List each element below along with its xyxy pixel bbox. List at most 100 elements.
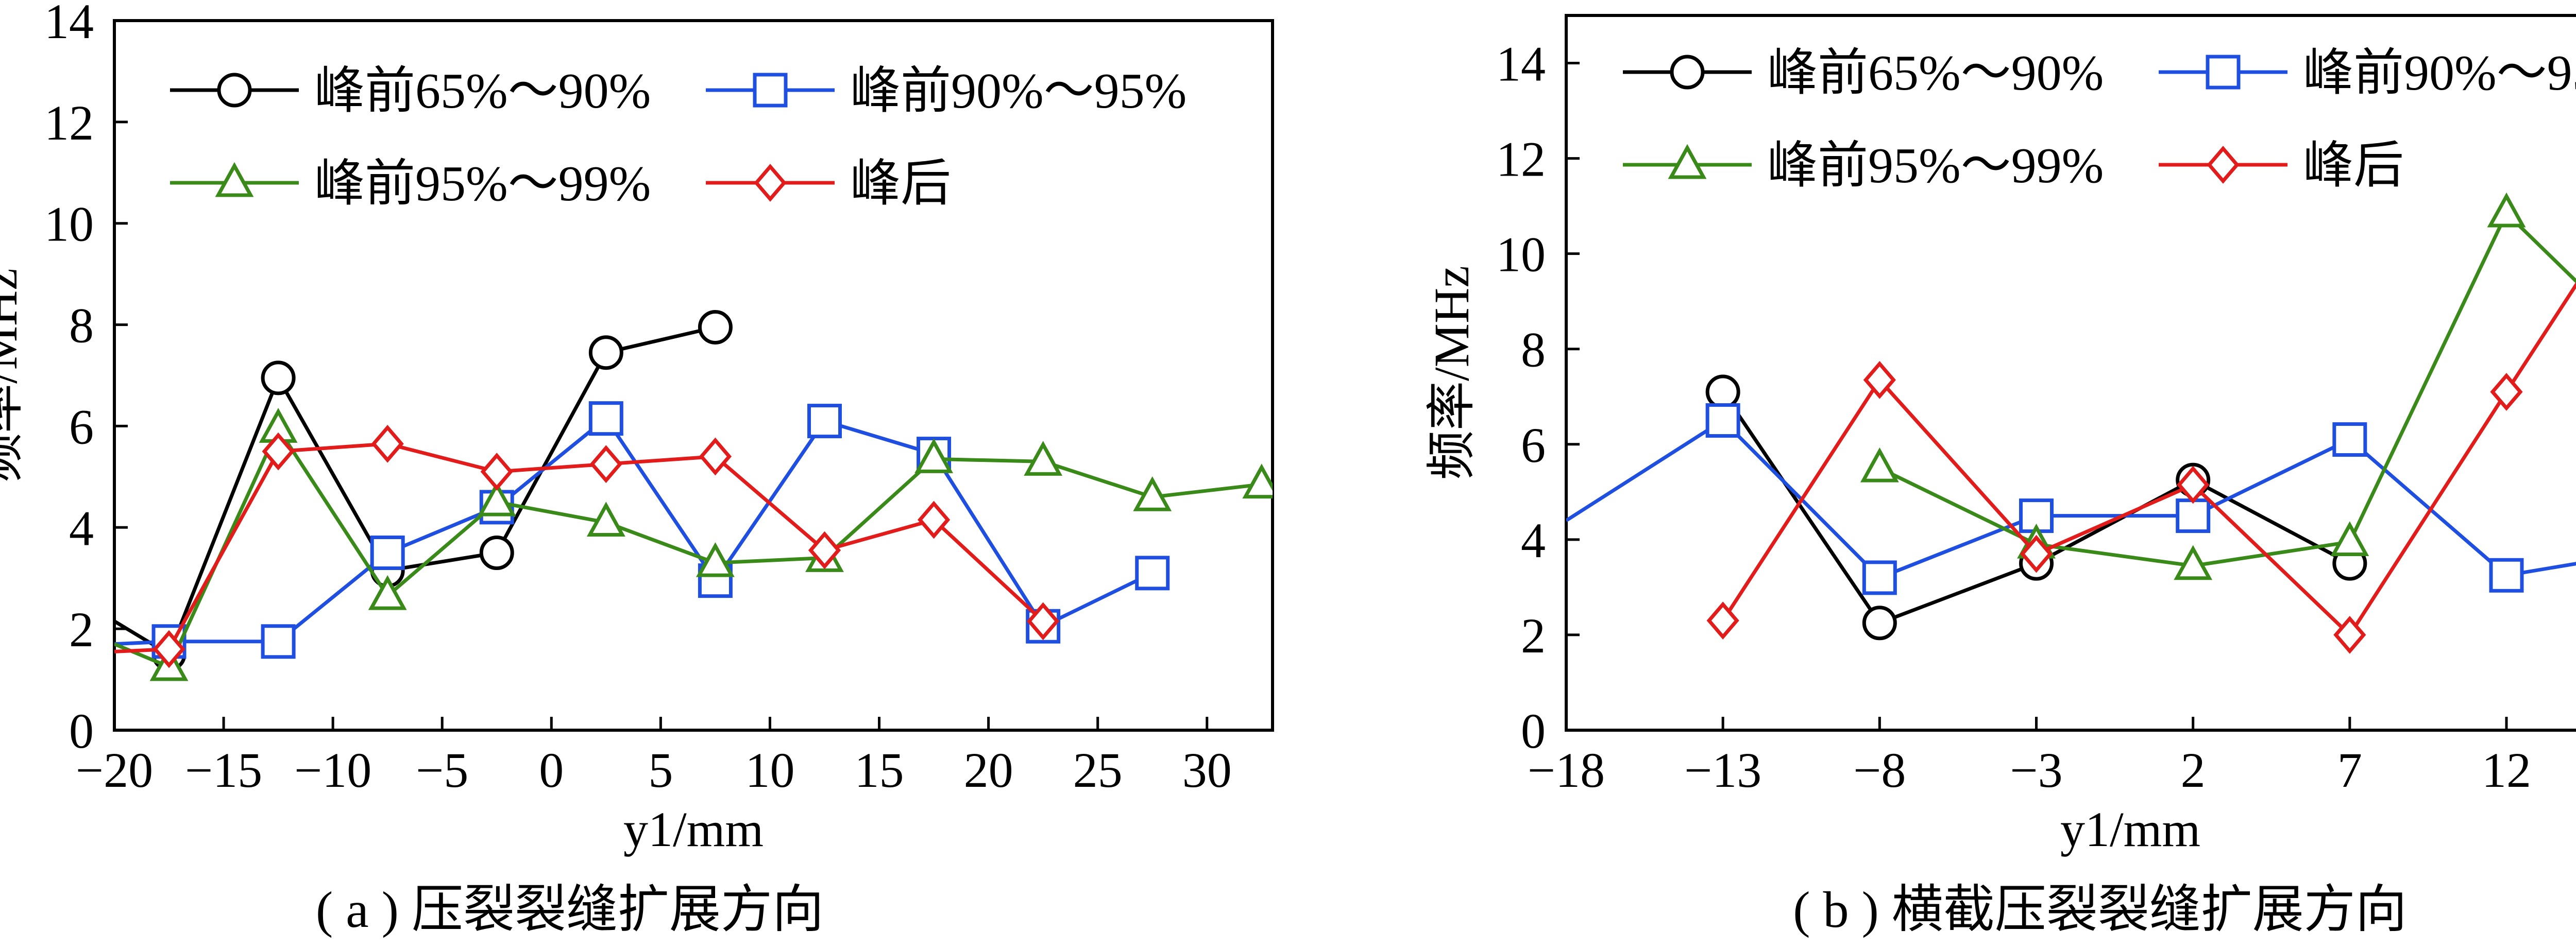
chart-a-series-3-point (696, 542, 735, 577)
chart-b-series-2-point (2489, 558, 2524, 593)
chart-a-y-axis-label: 频率/MHz (0, 268, 27, 482)
chart-a-x-tick-label: −20 (76, 743, 153, 798)
chart-b-series-4-point (2490, 373, 2523, 411)
chart-b-series-line-4 (1721, 282, 2576, 637)
chart-b-series-2-point (1705, 403, 1740, 438)
chart-a-series-3-point (1242, 463, 1273, 499)
chart-a-y-tick-label: 0 (69, 703, 94, 759)
chart-a-legend-label: 峰前95%～99% (314, 156, 651, 212)
chart-b-caption: ( b ) 横截压裂裂缝扩展方向 (1793, 881, 2407, 938)
chart-a-y-tick-label: 14 (44, 0, 94, 49)
chart-b-series-3-point (1860, 447, 1899, 482)
chart-a-legend-label: 峰前65%～90% (314, 63, 651, 119)
chart-b-series-4-point (2333, 616, 2366, 654)
chart-b-series-4-point (2177, 466, 2210, 504)
chart-b-y-tick-label: 12 (1496, 132, 1546, 187)
chart-b-y-tick-label: 4 (1521, 513, 1546, 568)
chart-b-legend-label: 峰前65%～90% (1767, 45, 2104, 101)
chart-b-legend-marker (1670, 55, 1705, 90)
chart-a-x-tick-label: 0 (539, 743, 564, 798)
chart-a-series-4-point (917, 501, 951, 539)
chart-a-legend-marker (217, 73, 252, 108)
chart-b-legend-label: 峰前90%～95% (2303, 45, 2576, 101)
chart-b-series-3-point (2330, 521, 2369, 556)
chart-a-series-line-3 (114, 426, 1262, 669)
chart-a-series-4-point (808, 531, 841, 570)
chart-b-x-tick-label: 2 (2181, 743, 2206, 798)
chart-b-series-group (1566, 192, 2576, 654)
chart-b-x-tick-label: −13 (1684, 743, 1761, 798)
chart-a-series-3-point (586, 502, 625, 537)
chart-b-series-2-point (1862, 560, 1897, 595)
chart-b-series-3-point (2174, 545, 2213, 580)
chart-a-x-axis-label: y1/mm (623, 802, 764, 857)
chart-a-series-2-point (807, 404, 842, 439)
chart-b-legend-marker (1668, 144, 1707, 179)
chart-a-series-2-point (588, 401, 623, 436)
chart-b-y-tick-label: 14 (1496, 37, 1546, 92)
chart-a-legend-label: 峰后 (850, 156, 951, 212)
chart-a-series-2-point (1135, 556, 1170, 591)
chart-b-y-axis-label: 频率/MHz (1424, 266, 1479, 480)
chart-a-x-tick-label: 25 (1073, 743, 1123, 798)
chart-a-legend-marker (215, 162, 254, 197)
chart-b-legend-label: 峰前95%～99% (1767, 138, 2104, 194)
chart-a: −20 −15 −10 −5 0 5 10 15 20 25 30 0 2 4 6 8 10 12 14 y1/mm 频… (0, 0, 1274, 857)
chart-b-x-tick-label: −8 (1853, 743, 1906, 798)
chart-a-x-tick-label: −5 (416, 743, 468, 798)
chart-a-series-line-4 (114, 442, 1045, 653)
chart-a-legend: 峰前65%～90% 峰前90%～95% 峰前95%～99% 峰后 (170, 63, 1187, 212)
chart-b-legend: 峰前65%～90% 峰前90%～95% 峰前95%～99% 峰后 (1623, 45, 2576, 194)
chart-a-legend-label: 峰前90%～95% (850, 63, 1187, 119)
chart-a-series-4-point (480, 453, 513, 491)
chart-a-series-4-point (371, 425, 404, 463)
chart-a-legend-marker (753, 73, 788, 108)
chart-a-x-tick-label: 30 (1182, 743, 1232, 798)
chart-b-x-tick-label: 12 (2482, 743, 2531, 798)
chart-a-series-4-point (589, 445, 622, 484)
chart-b-series-2-point (2176, 498, 2211, 533)
chart-a-caption: ( a ) 压裂裂缝扩展方向 (316, 881, 824, 938)
chart-a-y-tick-label: 8 (69, 298, 94, 353)
chart-a-series-2-point (370, 536, 405, 570)
chart-b-x-tick-label: −3 (2010, 743, 2062, 798)
chart-b-x-tick-label: 7 (2337, 743, 2362, 798)
chart-a-y-tick-label: 4 (69, 501, 94, 556)
chart-a-series-1-point (261, 360, 296, 395)
chart-a-y-tick-label: 2 (69, 602, 94, 657)
chart-a-x-tick-label: 15 (855, 743, 904, 798)
chart-a-series-4-point (152, 630, 185, 668)
chart-a-series-group (114, 309, 1273, 681)
chart-b-x-axis-label: y1/mm (2060, 802, 2200, 857)
chart-b-y-tick-label: 0 (1521, 703, 1546, 759)
chart-a-legend-marker (754, 164, 787, 202)
chart-b-legend-marker (2206, 55, 2241, 90)
chart-a-y-tick-label: 12 (44, 95, 94, 150)
chart-a-x-tick-label: −15 (185, 743, 262, 798)
chart-b-y-tick-label: 10 (1496, 227, 1546, 282)
chart-a-x-tick-label: 5 (648, 743, 673, 798)
chart-a-series-1-point (588, 335, 623, 370)
chart-a-series-3-point (1024, 441, 1063, 476)
chart-b-series-1-point (1862, 606, 1897, 641)
chart-b: −18−13−8−327121702468101214y1/mm频率/MHz峰前… (1424, 14, 2576, 857)
chart-b-series-line-3 (1878, 211, 2576, 568)
chart-a-series-3-point (477, 481, 516, 516)
chart-a-y-tick-label: 6 (69, 399, 94, 454)
chart-a-series-3-point (914, 438, 953, 473)
chart-a-series-3-point (1133, 476, 1172, 511)
chart-b-series-line-2 (1566, 419, 2576, 580)
chart-b-legend-label: 峰后 (2303, 138, 2404, 194)
chart-b-series-1-point (1705, 374, 1740, 409)
chart-b-y-tick-label: 6 (1521, 418, 1546, 473)
chart-b-series-4-point (1706, 601, 1739, 640)
chart-a-y-tick-label: 10 (44, 197, 94, 252)
chart-a-x-tick-label: −10 (294, 743, 371, 798)
chart-a-series-line-1 (114, 325, 716, 656)
chart-b-plot-frame (1565, 14, 2576, 732)
chart-a-series-1-point (479, 536, 514, 570)
chart-b-y-tick-label: 2 (1521, 608, 1546, 663)
chart-a-series-4-point (262, 432, 295, 471)
chart-a-x-tick-label: 10 (745, 743, 794, 798)
